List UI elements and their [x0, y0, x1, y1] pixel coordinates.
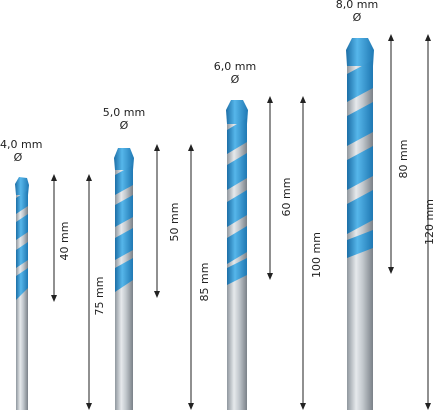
working-length-label-5mm: 50 mm [168, 202, 181, 242]
working-length-label-4mm: 40 mm [58, 221, 71, 261]
dimension-lines [51, 34, 431, 410]
diameter-symbol: Ø [352, 11, 362, 24]
drill-bit-6mm [226, 100, 248, 410]
bit-8mm-tip [346, 38, 374, 66]
total-length-label-8mm: 120 mm [423, 199, 436, 245]
diameter-label-4mm: 4,0 mm Ø [0, 138, 43, 164]
bit-5mm-shank [115, 290, 133, 410]
diameter-label-8mm: 8,0 mm Ø [331, 0, 383, 24]
drill-bit-5mm [114, 148, 134, 410]
diameter-symbol: Ø [119, 119, 129, 132]
total-length-label-4mm: 75 mm [93, 276, 106, 316]
drill-bit-8mm [346, 38, 374, 410]
diameter-label-5mm: 5,0 mm Ø [100, 106, 148, 132]
diameter-value: 5,0 mm [102, 106, 146, 119]
total-length-label-5mm: 85 mm [198, 262, 211, 302]
bit-4mm-tip [15, 177, 29, 195]
bit-6mm-shank [227, 282, 247, 410]
diameter-value: 8,0 mm [335, 0, 379, 11]
total-length-label-6mm: 100 mm [310, 232, 323, 278]
bit-4mm-shank [16, 298, 28, 410]
diameter-value: 4,0 mm [0, 138, 43, 151]
diameter-value: 6,0 mm [213, 60, 257, 73]
working-length-label-6mm: 60 mm [280, 177, 293, 217]
bit-6mm-tip [226, 100, 248, 124]
bit-5mm-tip [114, 148, 134, 170]
bit-8mm-shank [347, 255, 373, 410]
diameter-label-6mm: 6,0 mm Ø [211, 60, 259, 86]
diameter-symbol: Ø [13, 151, 23, 164]
diameter-symbol: Ø [230, 73, 240, 86]
drill-bit-4mm [15, 177, 29, 410]
working-length-label-8mm: 80 mm [397, 139, 410, 179]
